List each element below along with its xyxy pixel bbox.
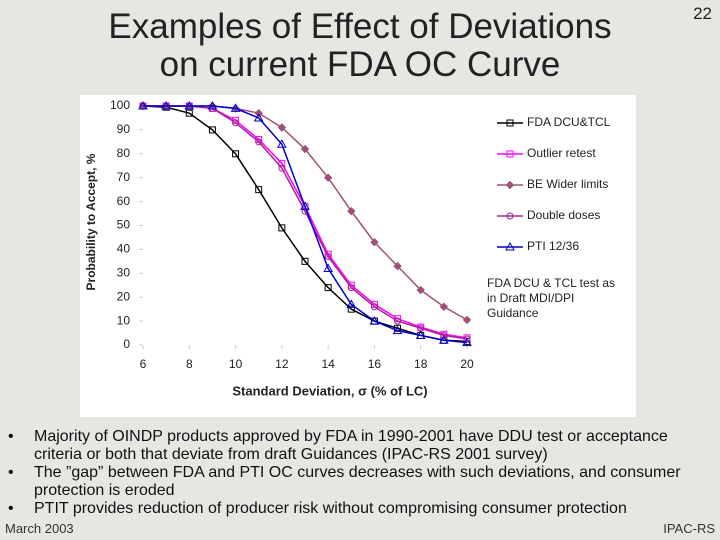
- legend-label: Outlier retest: [527, 146, 596, 160]
- marker: [416, 285, 425, 295]
- series-line: [143, 105, 468, 344]
- marker: [255, 186, 263, 194]
- series-line: [142, 105, 468, 343]
- y-tick-label: 40: [117, 242, 131, 256]
- marker: [208, 126, 216, 134]
- marker: [278, 164, 286, 172]
- y-tick-label: 10: [117, 313, 131, 327]
- marker: [438, 335, 449, 344]
- marker: [369, 316, 380, 325]
- marker: [324, 253, 332, 261]
- y-tick-label: 60: [117, 194, 131, 208]
- marker: [394, 317, 402, 325]
- title-line: on current FDA OC Curve: [159, 45, 561, 84]
- x-tick-label: 20: [460, 357, 474, 371]
- x-tick-label: 12: [275, 357, 289, 371]
- series-line: [143, 105, 468, 321]
- marker: [393, 261, 402, 271]
- y-tick-label: 20: [117, 289, 131, 303]
- y-tick-label: 0: [123, 337, 130, 351]
- marker: [300, 144, 310, 154]
- x-tick-label: 8: [186, 357, 193, 371]
- marker: [207, 100, 218, 110]
- marker: [415, 330, 426, 339]
- legend-marker: [505, 241, 515, 251]
- annotation: FDA DCU & TCL test as in Draft MDI/DPI G…: [487, 276, 616, 320]
- marker: [276, 139, 287, 148]
- marker: [278, 159, 286, 167]
- marker: [370, 238, 379, 247]
- marker: [440, 331, 448, 339]
- marker: [462, 337, 472, 347]
- legend-marker: [505, 180, 515, 190]
- x-axis-label: Standard Deviation, σ (% of LC): [232, 383, 427, 398]
- marker: [346, 299, 357, 308]
- marker: [347, 305, 355, 313]
- y-tick-label: 50: [117, 218, 131, 232]
- marker: [255, 138, 263, 146]
- marker: [439, 302, 449, 311]
- footer-date: March 2003: [5, 521, 74, 536]
- marker: [230, 103, 241, 112]
- marker: [347, 206, 356, 216]
- marker: [161, 100, 172, 110]
- marker: [301, 257, 309, 265]
- series-line: [143, 105, 468, 339]
- marker: [392, 325, 403, 335]
- bullet-list: Majority of OINDP products approved by F…: [8, 428, 713, 518]
- y-tick-label: 30: [117, 265, 131, 279]
- x-tick-label: 10: [229, 357, 243, 371]
- marker: [323, 263, 334, 273]
- marker: [184, 100, 195, 110]
- x-tick-label: 18: [414, 357, 428, 371]
- title-line: Examples of Effect of Deviations: [108, 7, 612, 46]
- legend-label: PTI 12/36: [527, 239, 579, 253]
- marker: [138, 100, 148, 110]
- y-tick-label: 80: [117, 146, 131, 160]
- marker: [278, 224, 286, 232]
- y-tick-label: 70: [117, 170, 131, 184]
- y-tick-label: 100: [110, 98, 130, 112]
- legend-marker: [506, 119, 514, 127]
- legend-label: FDA DCU&TCL: [527, 115, 611, 129]
- marker: [323, 173, 333, 182]
- footer-org: IPAC-RS: [663, 521, 715, 536]
- x-tick-label: 16: [368, 357, 382, 371]
- marker: [277, 123, 287, 132]
- marker: [253, 112, 264, 122]
- bullet: PTIT provides reduction of producer risk…: [8, 500, 713, 518]
- bullet: The ”gap” between FDA and PTI OC curves …: [8, 464, 713, 500]
- marker: [300, 201, 310, 210]
- legend-marker: [506, 150, 514, 158]
- y-tick-label: 90: [117, 122, 131, 136]
- series-line: [143, 105, 468, 340]
- marker: [232, 119, 240, 127]
- legend-label: Double doses: [527, 208, 600, 222]
- marker: [370, 303, 378, 311]
- legend-marker: [506, 212, 514, 220]
- x-tick-label: 6: [140, 357, 147, 371]
- x-tick-label: 14: [321, 357, 335, 371]
- bullet: Majority of OINDP products approved by F…: [8, 428, 713, 464]
- marker: [324, 284, 332, 292]
- y-axis-label: Probability to Accept, %: [84, 153, 98, 290]
- legend-label: BE Wider limits: [527, 177, 608, 191]
- marker: [347, 284, 355, 292]
- page-number: 22: [693, 4, 712, 23]
- slide-title: Examples of Effect of Deviations on curr…: [0, 8, 720, 84]
- marker: [232, 150, 240, 158]
- marker: [462, 315, 472, 325]
- chart-area: [80, 95, 636, 417]
